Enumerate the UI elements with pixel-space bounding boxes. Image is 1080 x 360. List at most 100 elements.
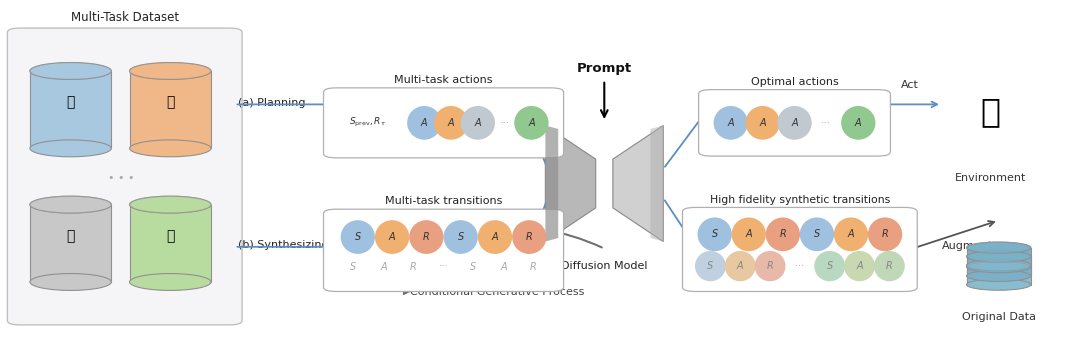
Ellipse shape <box>30 63 111 80</box>
Ellipse shape <box>800 217 834 251</box>
Ellipse shape <box>967 242 1030 253</box>
Text: Augment: Augment <box>942 241 993 251</box>
Text: S: S <box>826 261 833 271</box>
Ellipse shape <box>834 217 868 251</box>
Text: 🌍: 🌍 <box>981 95 1000 128</box>
Ellipse shape <box>130 196 211 213</box>
Ellipse shape <box>967 251 1030 262</box>
Text: ···: ··· <box>500 118 510 128</box>
Ellipse shape <box>967 242 1030 253</box>
Bar <box>30 71 111 148</box>
Text: A: A <box>421 118 428 128</box>
Ellipse shape <box>755 251 785 281</box>
Text: Original Data: Original Data <box>961 312 1036 322</box>
Text: 🚴: 🚴 <box>166 96 175 110</box>
Text: R: R <box>780 229 786 239</box>
Text: A: A <box>389 232 395 242</box>
Ellipse shape <box>434 106 469 140</box>
Ellipse shape <box>874 251 905 281</box>
Text: $S_{\mathrm{prev}}, R_\tau$: $S_{\mathrm{prev}}, R_\tau$ <box>349 116 387 129</box>
Ellipse shape <box>375 220 409 254</box>
Text: A: A <box>737 261 743 271</box>
Ellipse shape <box>30 63 111 80</box>
Ellipse shape <box>698 217 732 251</box>
Polygon shape <box>545 126 558 242</box>
Text: R: R <box>423 232 430 242</box>
Text: Environment: Environment <box>955 173 1026 183</box>
Ellipse shape <box>714 106 748 140</box>
Ellipse shape <box>694 251 726 281</box>
Text: Optimal actions: Optimal actions <box>751 77 838 87</box>
FancyBboxPatch shape <box>683 207 917 292</box>
Ellipse shape <box>130 63 211 80</box>
Ellipse shape <box>778 106 812 140</box>
Ellipse shape <box>130 63 211 80</box>
Ellipse shape <box>868 217 902 251</box>
Text: S: S <box>354 232 361 242</box>
Text: S: S <box>458 232 463 242</box>
Text: (a) Planning: (a) Planning <box>238 98 306 108</box>
Text: A: A <box>792 118 798 128</box>
Ellipse shape <box>30 196 111 213</box>
Polygon shape <box>650 126 663 242</box>
Text: High fidelity synthetic transitions: High fidelity synthetic transitions <box>710 195 890 204</box>
Ellipse shape <box>841 106 876 140</box>
Ellipse shape <box>461 106 495 140</box>
Text: A: A <box>855 118 862 128</box>
Text: R: R <box>526 232 532 242</box>
Text: S: S <box>471 262 476 271</box>
Text: S: S <box>350 262 356 271</box>
Ellipse shape <box>477 220 512 254</box>
Ellipse shape <box>967 279 1030 290</box>
Polygon shape <box>545 126 596 242</box>
Text: A: A <box>380 262 387 271</box>
Text: ···: ··· <box>438 262 448 271</box>
FancyBboxPatch shape <box>8 28 242 325</box>
Bar <box>130 204 211 282</box>
Ellipse shape <box>130 140 211 157</box>
Text: Prompt: Prompt <box>577 62 632 75</box>
Ellipse shape <box>766 217 800 251</box>
Text: 🏏: 🏏 <box>166 229 175 243</box>
Text: A: A <box>491 232 498 242</box>
Text: Conditional Generative Process: Conditional Generative Process <box>410 287 584 297</box>
Text: A: A <box>474 118 482 128</box>
Ellipse shape <box>967 260 1030 271</box>
Ellipse shape <box>512 220 546 254</box>
Text: Multi-task actions: Multi-task actions <box>394 75 492 85</box>
Text: S: S <box>712 229 718 239</box>
Ellipse shape <box>444 220 477 254</box>
Ellipse shape <box>725 251 756 281</box>
Bar <box>967 248 1030 267</box>
Ellipse shape <box>30 140 111 157</box>
Text: Act: Act <box>901 80 919 90</box>
FancyBboxPatch shape <box>324 88 564 158</box>
Bar <box>30 204 111 282</box>
Ellipse shape <box>845 251 875 281</box>
Text: Multi-task transitions: Multi-task transitions <box>384 196 502 206</box>
Text: S: S <box>707 261 714 271</box>
Text: R: R <box>886 261 893 271</box>
Ellipse shape <box>967 261 1030 273</box>
Text: 🦾: 🦾 <box>67 229 75 243</box>
FancyBboxPatch shape <box>699 90 890 156</box>
Polygon shape <box>612 126 663 242</box>
Text: A: A <box>745 229 752 239</box>
Ellipse shape <box>967 260 1030 271</box>
Ellipse shape <box>731 217 766 251</box>
Text: • • •: • • • <box>108 173 134 183</box>
Ellipse shape <box>814 251 846 281</box>
Ellipse shape <box>130 274 211 291</box>
Text: Diffusion Model: Diffusion Model <box>561 261 648 271</box>
Text: R: R <box>530 262 537 271</box>
Ellipse shape <box>967 251 1030 262</box>
Bar <box>967 256 1030 276</box>
FancyArrowPatch shape <box>404 229 602 294</box>
Text: R: R <box>410 262 417 271</box>
FancyBboxPatch shape <box>324 209 564 292</box>
Text: A: A <box>759 118 766 128</box>
Ellipse shape <box>30 196 111 213</box>
Text: A: A <box>848 229 854 239</box>
Text: 🏃: 🏃 <box>67 96 75 110</box>
Ellipse shape <box>514 106 549 140</box>
